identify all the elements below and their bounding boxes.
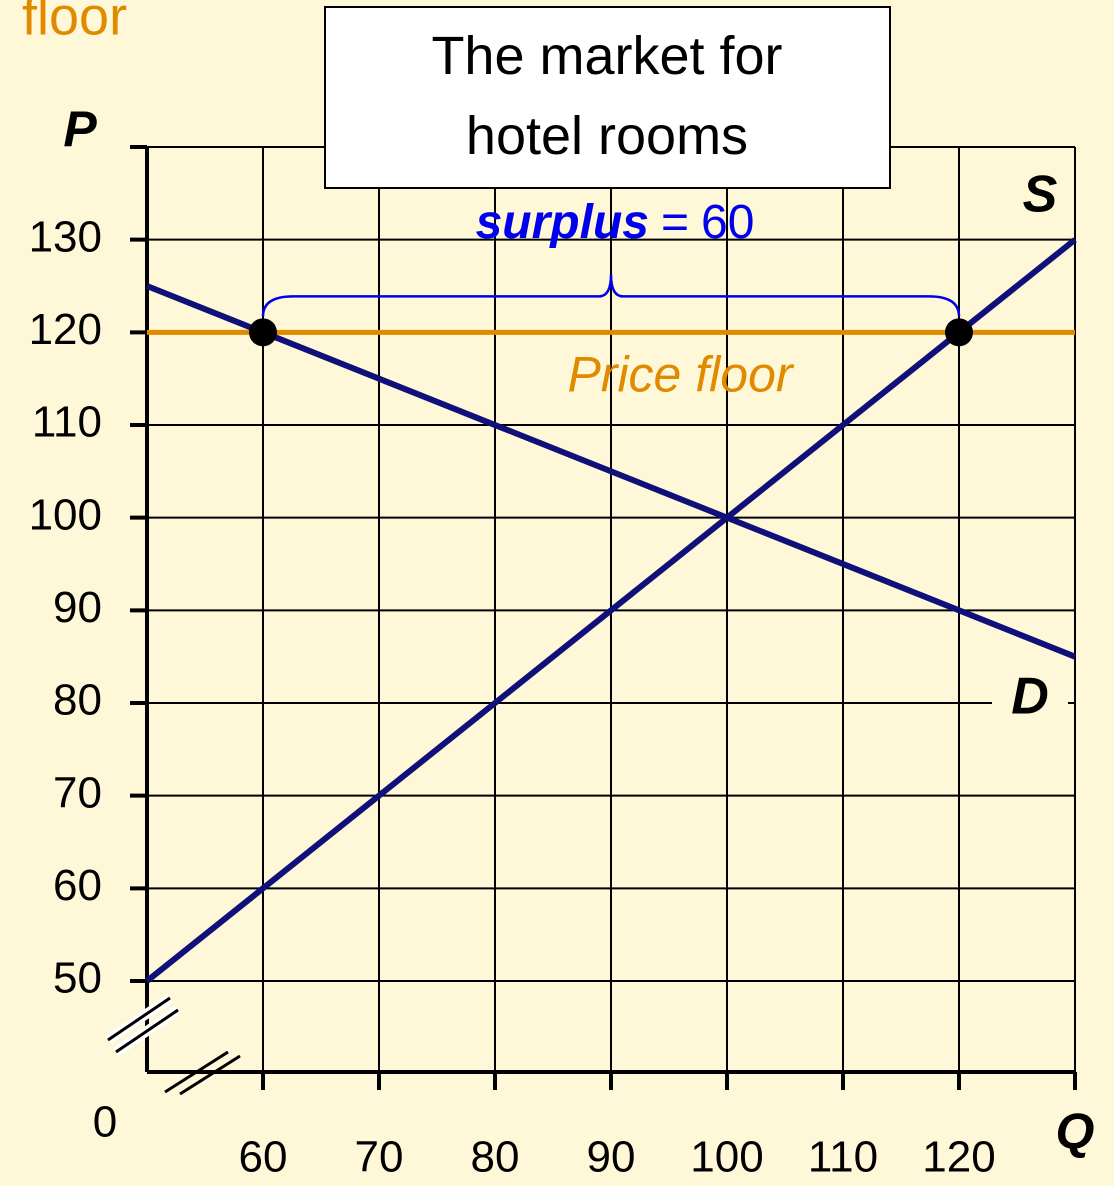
surplus-annotation: surplus = 60 <box>476 196 755 249</box>
y-tick-label: 60 <box>53 861 102 910</box>
x-tick-label: 80 <box>471 1133 520 1182</box>
y-tick-label: 50 <box>53 954 102 1003</box>
y-axis-label: P <box>63 101 97 157</box>
y-tick-label: 90 <box>53 583 102 632</box>
heading: floor <box>22 0 127 46</box>
x-tick-label: 60 <box>239 1133 288 1182</box>
y-tick-label: 70 <box>53 768 102 817</box>
label-bg <box>992 670 1068 730</box>
origin-label: 0 <box>93 1098 117 1147</box>
axis-break <box>164 1050 241 1096</box>
axis-break <box>107 996 179 1054</box>
legend-label: D <box>1011 668 1049 726</box>
series-line <box>145 283 1077 660</box>
surplus-value: 60 <box>701 196 754 249</box>
y-tick-label: 110 <box>32 398 102 447</box>
x-tick-label: 90 <box>587 1133 636 1182</box>
y-tick-label: 80 <box>53 676 102 725</box>
price-floor-label: Price floor <box>567 347 794 403</box>
x-tick-label: 120 <box>922 1133 995 1182</box>
legend-label: S <box>1023 166 1058 224</box>
y-tick-label: 120 <box>29 305 102 354</box>
y-tick-label: 130 <box>29 212 102 261</box>
axis-break <box>105 993 181 1057</box>
x-tick-label: 100 <box>690 1133 763 1182</box>
surplus-label: surplus <box>476 196 649 249</box>
point <box>945 318 973 347</box>
x-tick-label: 110 <box>808 1133 878 1182</box>
title-box <box>324 6 891 189</box>
series-line <box>145 237 1077 984</box>
chart-title: The market for hotel rooms <box>431 26 782 166</box>
x-axis-label: Q <box>1056 1103 1095 1159</box>
y-tick-label: 100 <box>29 490 102 539</box>
x-tick-label: 70 <box>355 1133 404 1182</box>
surplus-sign: = <box>661 196 689 249</box>
point <box>249 318 277 347</box>
